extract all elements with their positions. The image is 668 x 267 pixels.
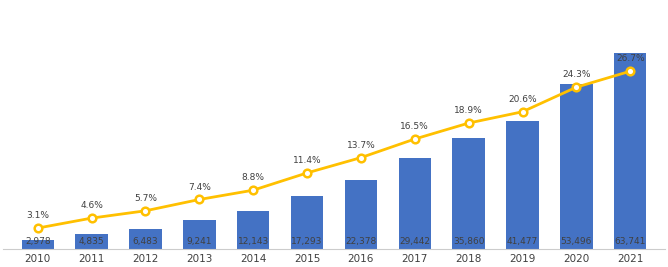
Text: 18.9%: 18.9% xyxy=(454,106,483,115)
Text: 8.8%: 8.8% xyxy=(242,173,265,182)
Text: 24.3%: 24.3% xyxy=(562,70,591,79)
Text: 35,860: 35,860 xyxy=(453,237,484,246)
Text: 63,741: 63,741 xyxy=(615,237,646,246)
Bar xyxy=(452,139,485,249)
Bar xyxy=(21,239,54,249)
Bar xyxy=(560,84,593,249)
Text: 13.7%: 13.7% xyxy=(347,141,375,150)
Bar xyxy=(75,234,108,249)
Text: 4,835: 4,835 xyxy=(79,237,104,246)
Bar xyxy=(506,121,538,249)
Text: 29,442: 29,442 xyxy=(399,237,430,246)
Bar xyxy=(237,211,269,249)
Text: 26.7%: 26.7% xyxy=(616,54,645,63)
Text: 53,496: 53,496 xyxy=(560,237,592,246)
Bar xyxy=(345,180,377,249)
Bar xyxy=(291,195,323,249)
Bar xyxy=(130,229,162,249)
Text: 12,143: 12,143 xyxy=(238,237,269,246)
Text: 5.7%: 5.7% xyxy=(134,194,157,203)
Text: 4.6%: 4.6% xyxy=(80,201,103,210)
Text: 7.4%: 7.4% xyxy=(188,183,211,191)
Text: 16.5%: 16.5% xyxy=(400,122,429,131)
Text: 2,978: 2,978 xyxy=(25,237,51,246)
Text: 9,241: 9,241 xyxy=(186,237,212,246)
Text: 3.1%: 3.1% xyxy=(26,211,49,220)
Bar xyxy=(614,53,647,249)
Text: 20.6%: 20.6% xyxy=(508,95,537,104)
Bar xyxy=(183,220,216,249)
Text: 22,378: 22,378 xyxy=(345,237,377,246)
Text: 6,483: 6,483 xyxy=(133,237,158,246)
Text: 41,477: 41,477 xyxy=(507,237,538,246)
Bar xyxy=(399,158,431,249)
Text: 17,293: 17,293 xyxy=(291,237,323,246)
Text: 11.4%: 11.4% xyxy=(293,156,321,165)
